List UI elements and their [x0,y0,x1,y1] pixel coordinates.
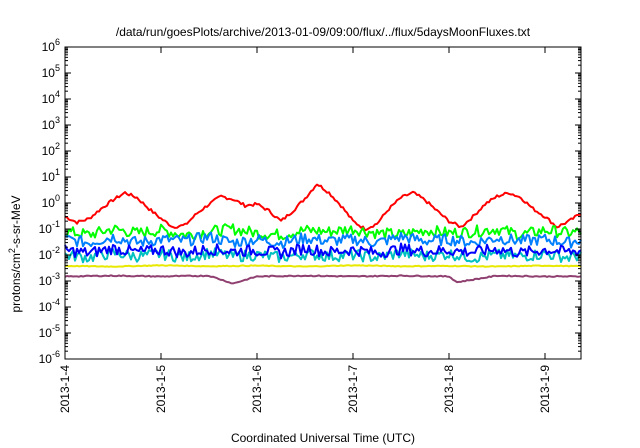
y-tick-label-11: 105 [42,63,60,80]
series-line-0 [64,183,582,232]
y-axis-label-sup: 2 [7,248,17,253]
y-tick-exp-2: -4 [52,297,60,307]
x-tick-label-1: 2013-1-5 [154,365,168,413]
series-line-2 [64,231,582,249]
y-tick-base-6: 10 [42,196,56,210]
y-tick-exp-5: -1 [52,219,60,229]
x-tick-label-2: 2013-1-6 [250,365,264,413]
series-line-5 [64,264,582,268]
y-axis-label: protons/cm2-s-sr-MeV [7,195,23,312]
y-tick-label-8: 102 [42,141,60,158]
y-tick-base-3: 10 [39,274,53,288]
series-line-6 [64,274,582,285]
y-tick-label-10: 104 [42,89,60,106]
y-tick-base-9: 10 [42,118,56,132]
y-tick-base-7: 10 [42,170,56,184]
y-tick-exp-1: -5 [52,323,60,333]
series-line-4 [64,242,582,260]
y-tick-exp-7: 1 [55,167,60,177]
y-tick-base-12: 10 [42,40,56,54]
y-tick-base-10: 10 [42,92,56,106]
y-tick-exp-9: 3 [55,115,60,125]
y-tick-base-2: 10 [39,300,53,314]
y-tick-exp-6: 0 [55,193,60,203]
series-line-1 [64,223,582,241]
y-tick-label-12: 106 [42,37,60,54]
y-tick-base-4: 10 [39,248,53,262]
y-tick-exp-4: -2 [52,245,60,255]
y-tick-label-0: 10-6 [39,349,60,366]
y-tick-label-5: 10-1 [39,219,60,236]
y-tick-base-0: 10 [39,352,53,366]
x-tick-label-5: 2013-1-9 [538,365,552,413]
y-tick-exp-10: 4 [55,89,60,99]
plot-frame [64,46,582,360]
y-tick-base-5: 10 [39,222,53,236]
series-layer [64,183,582,285]
y-tick-exp-3: -3 [52,271,60,281]
y-axis-label-suffix: -s-sr-MeV [9,195,23,248]
y-axis-label-prefix: protons/cm [9,253,23,312]
y-tick-label-1: 10-5 [39,323,60,340]
y-tick-base-1: 10 [39,326,53,340]
x-axis-label: Coordinated Universal Time (UTC) [231,431,415,445]
y-tick-exp-0: -6 [52,349,60,359]
y-tick-label-9: 103 [42,115,60,132]
chart-title: /data/run/goesPlots/archive/2013-01-09/0… [116,25,531,39]
series-line-3 [64,247,582,264]
y-tick-exp-8: 2 [55,141,60,151]
y-tick-label-2: 10-4 [39,297,60,314]
y-tick-base-11: 10 [42,66,56,80]
y-tick-label-7: 101 [42,167,60,184]
y-tick-label-6: 100 [42,193,60,210]
y-tick-label-4: 10-2 [39,245,60,262]
y-tick-label-3: 10-3 [39,271,60,288]
x-tick-label-4: 2013-1-8 [442,365,456,413]
axis-layer: 10-610-510-410-310-210-11001011021031041… [39,37,581,413]
x-tick-label-3: 2013-1-7 [346,365,360,413]
x-tick-label-0: 2013-1-4 [58,365,72,413]
y-tick-base-8: 10 [42,144,56,158]
y-tick-exp-11: 5 [55,63,60,73]
y-tick-exp-12: 6 [55,37,60,47]
